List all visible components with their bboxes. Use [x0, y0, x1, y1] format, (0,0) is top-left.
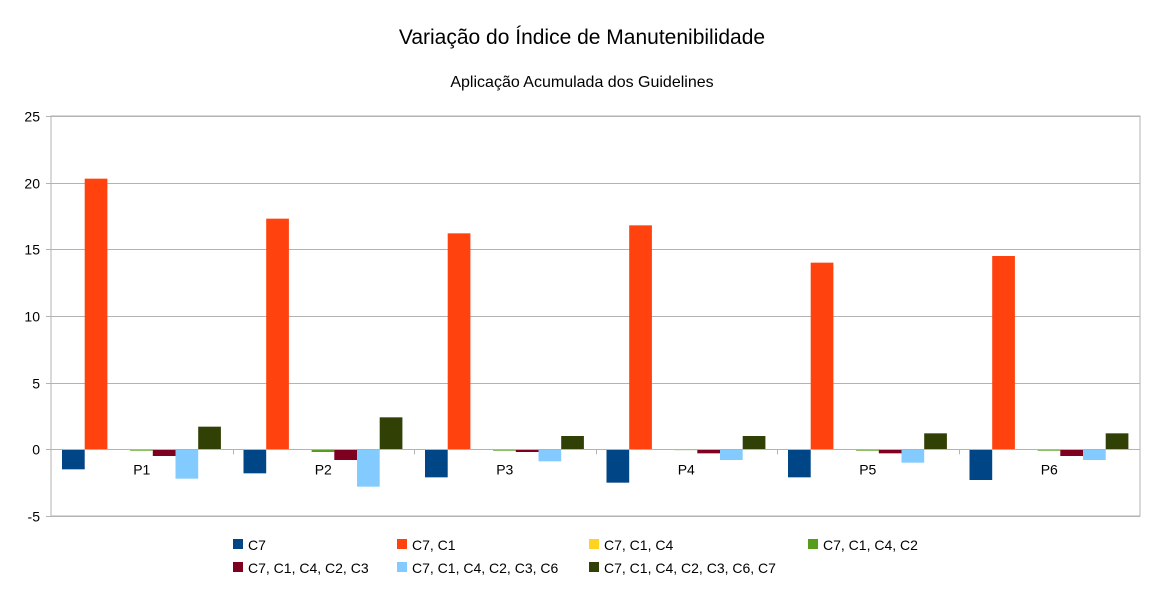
bar: [788, 449, 811, 478]
legend-item: C7, C1, C4, C2, C3, C6: [397, 560, 558, 576]
bar: [266, 218, 289, 450]
bar: [425, 449, 448, 478]
bar: [538, 449, 562, 462]
bar: [992, 256, 1015, 450]
legend-label: C7, C1: [412, 537, 456, 553]
legend-label: C7, C1, C4, C2, C3, C6, C7: [604, 560, 776, 576]
axis-layer: -5 0 5 10 15 20 25 P1 P2 P3 P4 P5 P6: [24, 109, 1140, 525]
bar: [447, 233, 471, 450]
bar: [379, 417, 403, 450]
legend-swatch: [589, 539, 599, 549]
bar: [515, 449, 539, 452]
x-tick-label: P5: [859, 461, 876, 477]
y-tick-label: -5: [28, 509, 41, 525]
legend-swatch: [397, 539, 407, 549]
y-tick-label: 15: [24, 242, 40, 258]
y-tick-label: 10: [24, 309, 40, 325]
bar: [969, 449, 993, 480]
chart-subtitle: Aplicação Acumulada dos Guidelines: [450, 74, 713, 91]
legend-swatch: [808, 539, 818, 549]
bar: [697, 449, 720, 454]
bar: [357, 449, 380, 487]
bar: [810, 262, 834, 450]
bar: [198, 426, 221, 450]
legend-label: C7, C1, C4, C2, C3, C6: [412, 560, 558, 576]
y-tick-label: 5: [32, 376, 40, 392]
legend-swatch: [233, 562, 243, 572]
x-tick-label: P2: [315, 461, 332, 477]
y-tick-label: 20: [24, 176, 40, 192]
bar: [243, 449, 267, 474]
legend-item: C7: [233, 537, 266, 553]
legend-label: C7, C1, C4: [604, 537, 673, 553]
bar: [1105, 433, 1129, 450]
chart-title: Variação do Índice de Manutenibilidade: [399, 26, 765, 49]
legend-swatch: [397, 562, 407, 572]
bar: [561, 436, 584, 450]
legend-swatch: [233, 539, 243, 549]
x-tick-label: P1: [133, 461, 150, 477]
y-tick-label: 25: [24, 109, 40, 125]
bar: [175, 449, 199, 479]
bar: [1083, 449, 1106, 460]
legend: C7 C7, C1 C7, C1, C4 C7, C1, C4, C2 C7, C1, …: [233, 537, 918, 576]
bar: [742, 436, 766, 450]
bar: [878, 449, 902, 454]
bar: [901, 449, 925, 463]
legend-swatch: [589, 562, 599, 572]
legend-item: C7, C1, C4, C2, C3, C6, C7: [589, 560, 776, 576]
x-tick-label: P6: [1041, 461, 1058, 477]
legend-item: C7, C1, C4, C2: [808, 537, 918, 553]
legend-label: C7: [248, 537, 266, 553]
bar: [629, 225, 652, 450]
x-tick-label: P4: [678, 461, 695, 477]
legend-item: C7, C1, C4: [589, 537, 673, 553]
bar: [152, 449, 176, 456]
bar: [1060, 449, 1083, 456]
bar: [62, 449, 85, 470]
y-tick-label: 0: [32, 442, 40, 458]
bar: [924, 433, 947, 450]
legend-label: C7, C1, C4, C2, C3: [248, 560, 369, 576]
bar: [311, 449, 335, 452]
bar: [84, 178, 108, 450]
x-tick-label: P3: [496, 461, 513, 477]
bar: [334, 449, 357, 460]
legend-item: C7, C1: [397, 537, 456, 553]
bar: [606, 449, 630, 483]
legend-item: C7, C1, C4, C2, C3: [233, 560, 369, 576]
bars-layer: [62, 178, 1129, 487]
bar: [720, 449, 743, 460]
legend-label: C7, C1, C4, C2: [823, 537, 918, 553]
